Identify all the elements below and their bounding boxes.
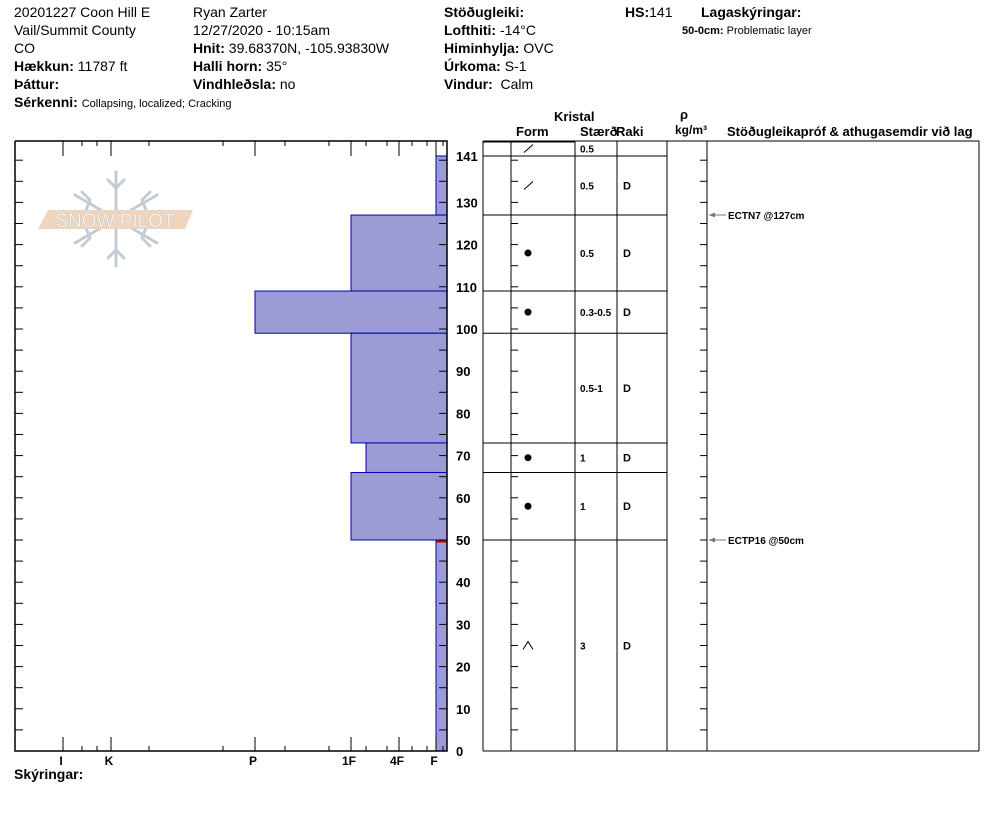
y-tick-label: 120 [456, 238, 478, 253]
precip-particle-icon [523, 144, 534, 153]
moisture: D [623, 248, 631, 260]
hardness-bar [350, 214, 448, 292]
hardness-bar [435, 155, 448, 216]
y-tick-label: 70 [456, 449, 470, 464]
state: CO [14, 40, 35, 56]
area: Vail/Summit County [14, 22, 136, 38]
x-tick-label: P [249, 754, 257, 768]
y-tick-label: 30 [456, 617, 470, 632]
header-crystal: Kristal [554, 109, 595, 124]
datetime: 12/27/2020 - 10:15am [193, 22, 330, 38]
moisture: D [623, 383, 631, 395]
header-comments: Stöðugleikapróf & athugasemdir við lag [727, 124, 973, 139]
y-tick-label: 80 [456, 406, 470, 421]
slope-angle: Halli horn: 35° [193, 58, 288, 74]
hardness-bar [350, 471, 448, 541]
crystal-row: 0.5 D [524, 248, 631, 260]
notes-label: Skýringar: [14, 766, 84, 782]
x-tick-label: 4F [390, 754, 404, 768]
coordinates: Hnit: 39.68370N, -105.93830W [193, 40, 390, 56]
moisture: D [623, 453, 631, 465]
y-tick-label: 50 [456, 533, 470, 548]
rounded-grain-icon [524, 454, 532, 462]
legend-title: Lagaskýringar: [701, 4, 802, 20]
grain-size: 0.3-0.5 [580, 308, 612, 319]
moisture: D [623, 307, 631, 319]
rounded-grain-icon [524, 249, 532, 257]
stability-test-label: ECTP16 @50cm [728, 536, 804, 547]
features: Sérkenni: Collapsing, localized; Crackin… [14, 94, 232, 110]
header-density-symbol: ρ [680, 107, 689, 122]
hardness-bar [254, 290, 448, 334]
grain-size: 0.5 [580, 182, 594, 193]
y-tick-label: 20 [456, 660, 470, 675]
precip-particle-icon [523, 181, 534, 190]
moisture: D [623, 181, 631, 193]
moisture: D [623, 501, 631, 513]
hardness-bar [350, 332, 448, 444]
grain-size: 1 [580, 502, 586, 513]
crystal-row: 0.5 D [523, 181, 631, 193]
grain-size: 1 [580, 454, 586, 465]
rounded-grain-icon [524, 308, 532, 316]
x-tick-label: 1F [342, 754, 356, 768]
elevation: Hækkun: 11787 ft [14, 58, 128, 74]
stability: Stöðugleiki: [444, 4, 525, 20]
crystal-row: 0.5 [523, 144, 594, 155]
grain-size: 0.5 [580, 249, 594, 260]
y-tick-label: 100 [456, 322, 478, 337]
rounded-grain-icon [524, 502, 532, 510]
y-tick-label: 10 [456, 702, 470, 717]
y-tick-label: 110 [456, 280, 477, 295]
legend-entry: 50-0cm: Problematic layer [682, 25, 812, 37]
moisture: D [623, 641, 631, 653]
x-tick-label: K [105, 754, 114, 768]
header-moisture: Raki [616, 124, 644, 139]
y-tick-label: 40 [456, 575, 470, 590]
grain-size: 0.5-1 [580, 384, 603, 395]
arrow-head-icon [709, 537, 715, 543]
observer: Ryan Zarter [193, 4, 267, 20]
pit-title: 20201227 Coon Hill E [14, 4, 151, 20]
arrow-head-icon [709, 212, 715, 218]
grain-size: 0.5 [580, 144, 594, 155]
x-tick-label: I [59, 754, 62, 768]
stability-test-label: ECTN7 @127cm [728, 211, 805, 222]
header-form: Form [516, 124, 549, 139]
y-tick-label: 60 [456, 491, 470, 506]
header-density-unit: kg/m³ [675, 123, 708, 137]
aspect: Þáttur: [14, 76, 60, 92]
hardness-bar [365, 442, 448, 473]
snow-height: HS:141 [625, 4, 673, 20]
air-temp: Lofthiti: -14°C [444, 22, 536, 38]
x-tick-label: F [430, 754, 437, 768]
wind-loading: Vindhleðsla: no [193, 76, 296, 92]
header-size: Stærð [580, 124, 618, 139]
y-tick-label: 141 [456, 149, 478, 164]
sky-cover: Himinhylja: OVC [444, 40, 554, 56]
y-tick-label: 0 [456, 744, 463, 759]
depth-hoar-icon [522, 640, 534, 650]
crystal-row: 0.3-0.5 D [524, 307, 631, 319]
y-tick-label: 130 [456, 195, 478, 210]
crystal-row: 0.5-1 D [580, 383, 631, 395]
precipitation: Úrkoma: S-1 [444, 58, 527, 74]
grain-size: 3 [580, 642, 586, 653]
wind: Vindur: Calm [444, 76, 534, 92]
y-tick-label: 90 [456, 364, 470, 379]
